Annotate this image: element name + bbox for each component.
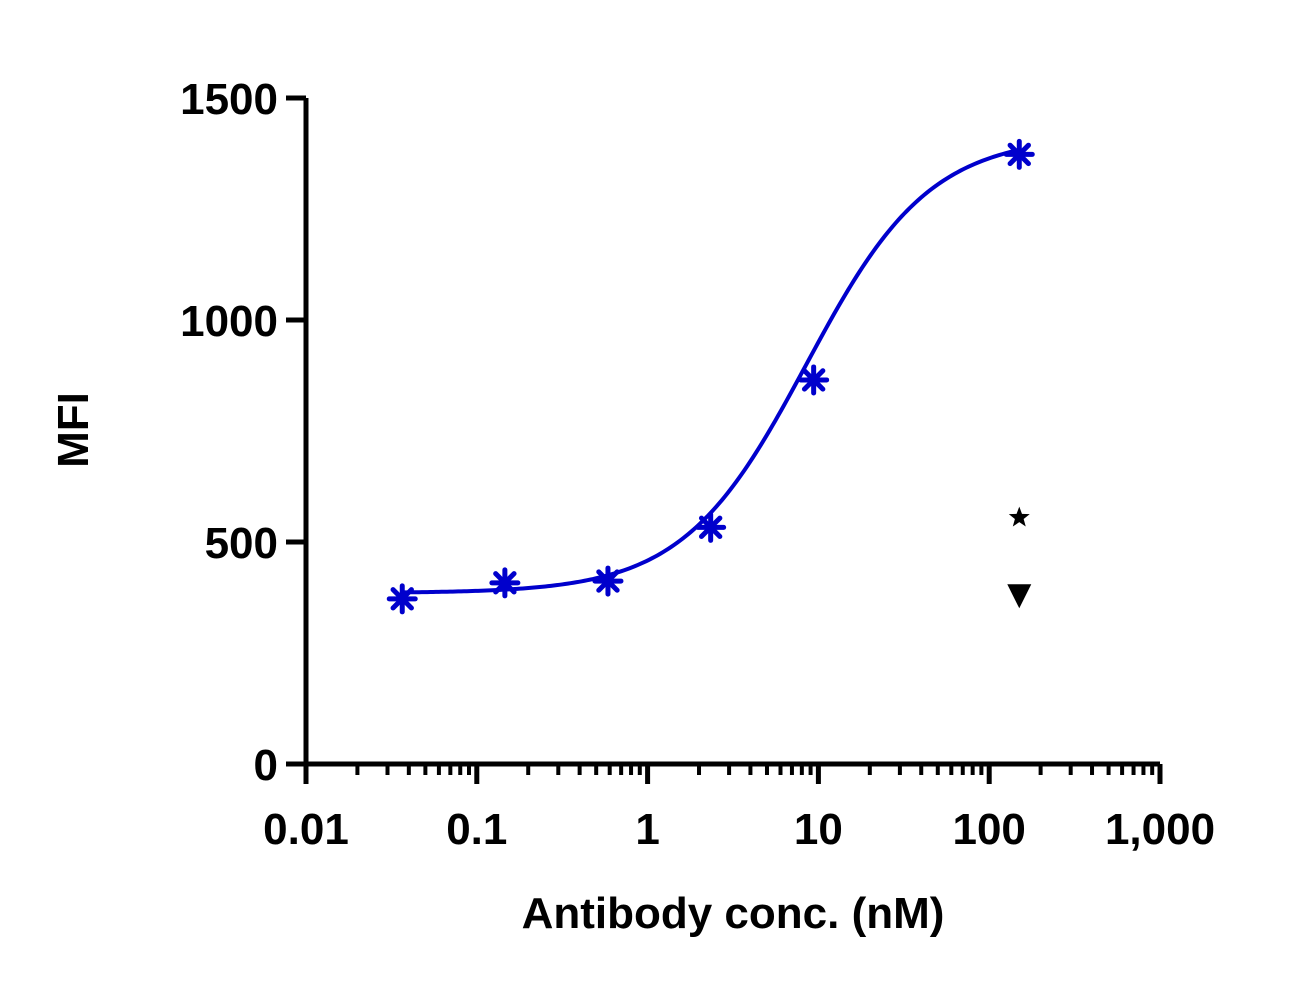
y-tick-label: 1000 — [180, 297, 278, 346]
data-points — [386, 138, 1035, 615]
data-point — [1007, 584, 1032, 609]
x-tick-label: 0.01 — [263, 805, 349, 854]
y-tick-label: 1500 — [180, 75, 278, 124]
data-point — [592, 565, 624, 597]
data-point — [1003, 138, 1035, 170]
data-point — [695, 511, 727, 543]
x-tick-label: 1,000 — [1105, 805, 1215, 854]
y-axis-title: MFI — [49, 392, 98, 468]
x-axis-title: Antibody conc. (nM) — [522, 889, 945, 938]
data-point — [386, 583, 418, 615]
axes: 0 500 1000 1500 0.01 0.1 1 10 100 1,000 — [180, 75, 1215, 854]
x-tick-label: 1 — [635, 805, 659, 854]
data-point — [489, 567, 521, 599]
data-point — [798, 364, 830, 396]
x-tick-label: 0.1 — [446, 805, 507, 854]
x-tick-label: 100 — [952, 805, 1025, 854]
y-tick-label: 0 — [254, 741, 278, 790]
y-tick-label: 500 — [205, 519, 278, 568]
data-point — [1008, 506, 1030, 527]
x-tick-label: 10 — [794, 805, 843, 854]
